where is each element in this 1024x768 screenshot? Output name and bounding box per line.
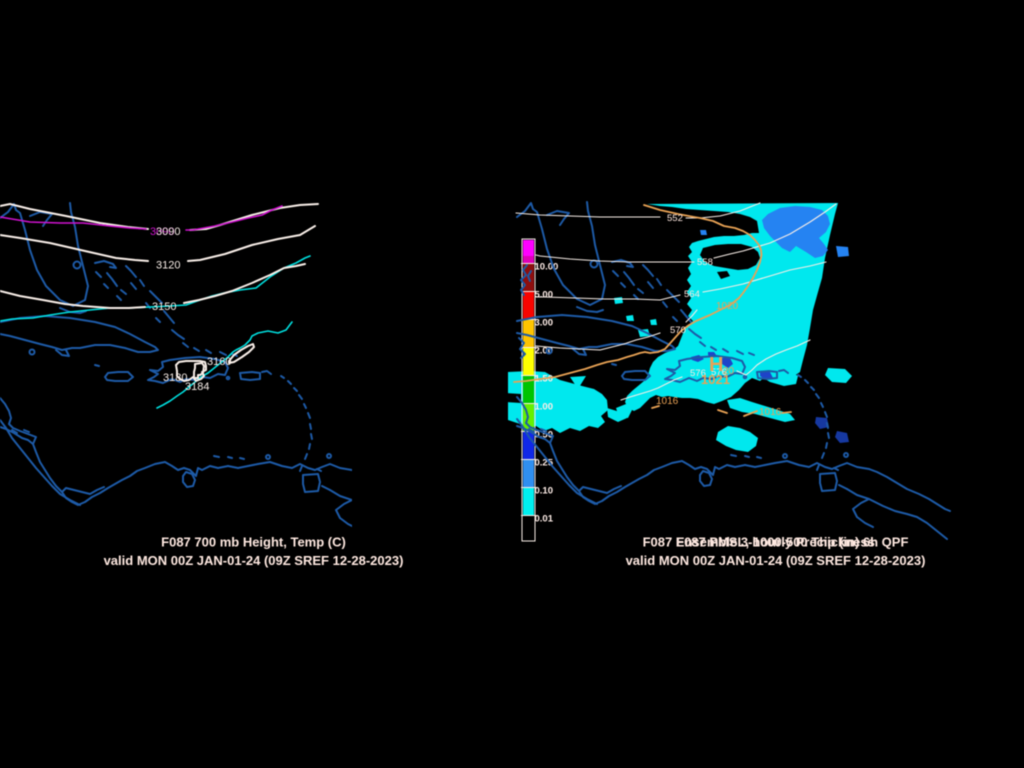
svg-text:3090: 3090 (156, 226, 180, 238)
svg-text:valid MON 00Z JAN-01-24 (09Z S: valid MON 00Z JAN-01-24 (09Z SREF 12-28-… (626, 553, 926, 568)
svg-text:576: 576 (690, 368, 706, 379)
svg-text:0.01: 0.01 (535, 514, 554, 525)
svg-text:564: 564 (684, 289, 700, 300)
svg-text:1016: 1016 (759, 407, 782, 418)
svg-text:3160: 3160 (207, 356, 231, 368)
svg-text:1020: 1020 (716, 301, 739, 312)
svg-text:0.50: 0.50 (535, 430, 554, 441)
svg-text:1.00: 1.00 (535, 402, 554, 413)
svg-text:570: 570 (670, 325, 686, 336)
svg-text:F087 Ensemble 3-hourly Precip: F087 Ensemble 3-hourly Precip (in) 6h QP… (643, 535, 909, 550)
svg-text:2.00: 2.00 (535, 346, 554, 357)
svg-text:1021: 1021 (701, 372, 730, 387)
svg-text:0.25: 0.25 (535, 458, 554, 469)
svg-text:10.00: 10.00 (535, 262, 559, 273)
svg-text:F087 700 mb Height, Temp (C): F087 700 mb Height, Temp (C) (161, 535, 346, 550)
svg-text:558: 558 (697, 257, 713, 268)
svg-text:576: 576 (711, 367, 727, 378)
svg-text:F087 PMSL, 1000-500 Thickness: F087 PMSL, 1000-500 Thickness (676, 535, 875, 550)
svg-text:3.00: 3.00 (535, 318, 554, 329)
svg-text:3090: 3090 (150, 226, 174, 238)
svg-text:5.00: 5.00 (535, 290, 554, 301)
svg-text:3120: 3120 (156, 260, 180, 272)
svg-text:20: 20 (723, 366, 735, 377)
svg-text:3180: 3180 (163, 372, 187, 384)
svg-text:552: 552 (667, 213, 683, 224)
svg-text:1016: 1016 (656, 396, 679, 407)
svg-text:H: H (709, 354, 723, 376)
svg-text:0.10: 0.10 (535, 486, 554, 497)
svg-text:valid MON 00Z JAN-01-24 (09Z S: valid MON 00Z JAN-01-24 (09Z SREF 12-28-… (104, 553, 404, 568)
svg-text:3184: 3184 (185, 381, 209, 393)
svg-text:3150: 3150 (152, 301, 176, 313)
